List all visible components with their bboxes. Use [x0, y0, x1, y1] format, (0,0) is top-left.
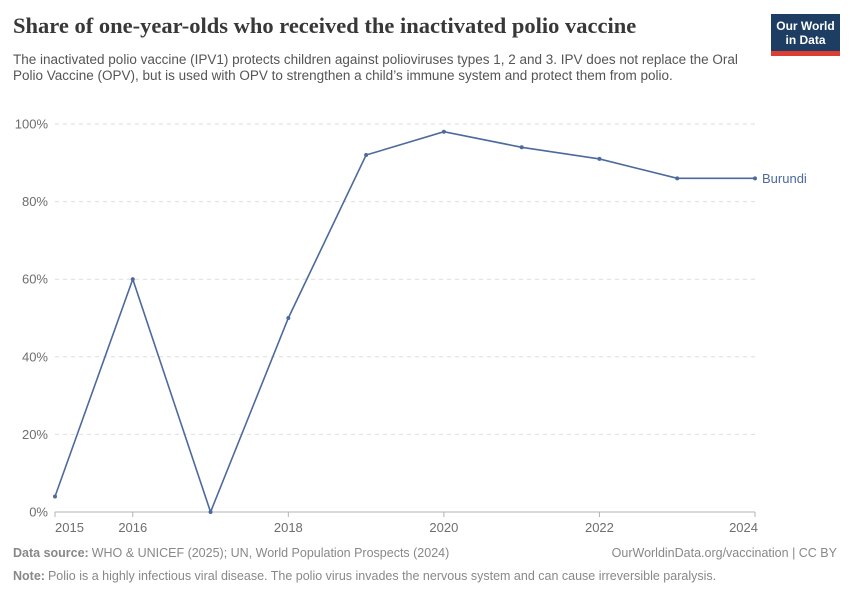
y-tick-label-60: 60%	[22, 272, 48, 287]
chart-footer: Data source: WHO & UNICEF (2025); UN, Wor…	[13, 546, 837, 584]
entity-label-burundi[interactable]: Burundi	[762, 171, 807, 186]
data-source-text: WHO & UNICEF (2025); UN, World Populatio…	[91, 546, 450, 560]
data-source-line: Data source: WHO & UNICEF (2025); UN, Wor…	[13, 546, 449, 562]
x-tick-label-2018: 2018	[274, 520, 303, 535]
owid-logo-text-line2: in Data	[785, 33, 826, 48]
data-point-burundi-2015[interactable]	[53, 494, 57, 499]
y-tick-label-40: 40%	[22, 349, 48, 364]
data-point-burundi-2016[interactable]	[130, 277, 135, 282]
x-tick-label-2020: 2020	[429, 520, 458, 535]
note-label: Note:	[13, 568, 45, 583]
x-tick-label-2015: 2015	[55, 520, 84, 535]
data-point-burundi-2023[interactable]	[675, 176, 680, 181]
y-tick-label-0: 0%	[29, 505, 48, 520]
data-point-burundi-2018[interactable]	[286, 316, 291, 320]
note-line: Note: Polio is a highly infectious viral …	[13, 569, 837, 585]
data-source-label: Data source:	[13, 546, 89, 560]
data-point-burundi-2024[interactable]	[753, 176, 757, 181]
x-tick-label-2024: 2024	[729, 520, 758, 535]
owid-logo[interactable]: Our World in Data	[771, 14, 840, 57]
y-tick-label-20: 20%	[22, 427, 48, 442]
data-point-burundi-2022[interactable]	[597, 156, 602, 161]
data-point-burundi-2017[interactable]	[208, 510, 213, 514]
line-chart-plot: 0% 20% 40% 60% 80% 100% 2015 2016 2018 2020 2022 20…	[15, 117, 807, 536]
series-line-burundi[interactable]	[54, 130, 755, 515]
data-point-burundi-2021[interactable]	[519, 145, 524, 150]
data-point-burundi-2020[interactable]	[441, 129, 446, 134]
chart-subtitle: The inactivated polio vaccine (IPV1) pro…	[13, 52, 738, 84]
owid-logo-text-line1: Our World	[776, 19, 835, 33]
note-text: Polio is a highly infectious viral disea…	[47, 568, 717, 583]
data-point-burundi-2019[interactable]	[364, 153, 369, 158]
y-tick-label-100: 100%	[15, 117, 49, 132]
owid-license-link[interactable]: OurWorldinData.org/vaccination | CC BY	[611, 546, 837, 560]
x-tick-label-2022: 2022	[585, 520, 614, 535]
chart-title: Share of one-year-olds who received the …	[13, 13, 637, 38]
y-tick-label-80: 80%	[22, 194, 48, 209]
x-tick-label-2016: 2016	[118, 520, 147, 535]
